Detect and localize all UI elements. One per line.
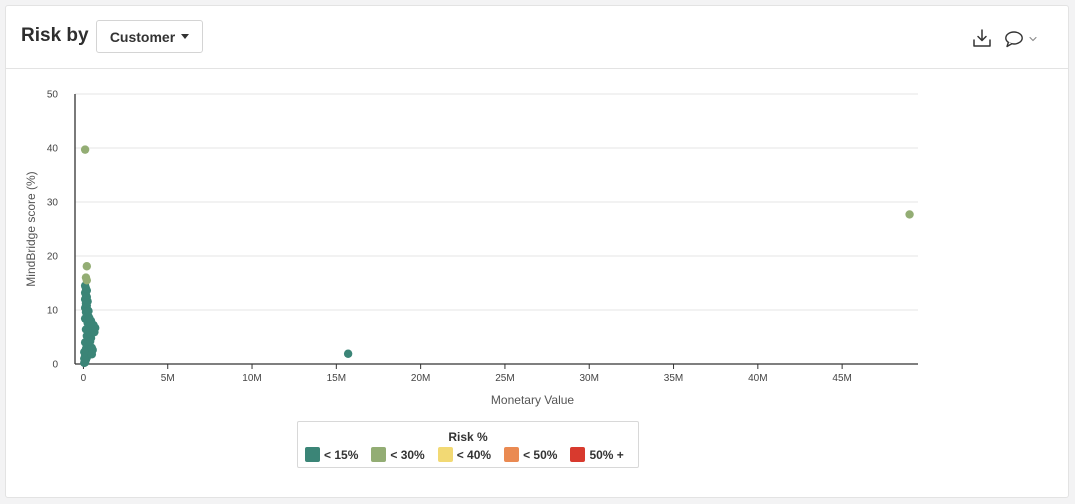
group-by-dropdown-label: Customer xyxy=(109,28,176,45)
legend-item[interactable]: < 15% xyxy=(305,447,358,462)
card-header: Risk by Customer xyxy=(6,6,1068,69)
scatter-point[interactable] xyxy=(84,306,93,316)
legend-swatch xyxy=(305,447,320,462)
scatter-point[interactable] xyxy=(85,313,94,323)
legend-item[interactable]: 50% + xyxy=(570,447,624,462)
scatter-point[interactable] xyxy=(343,349,353,358)
legend-label: < 30% xyxy=(390,447,425,462)
x-tick-label: 5M xyxy=(161,373,175,384)
chevron-down-icon[interactable] xyxy=(1028,35,1038,43)
legend-items: < 15% < 30% < 40% < 50% 50% + xyxy=(305,447,624,462)
x-tick-label: 45M xyxy=(832,373,851,384)
y-tick-label: 40 xyxy=(47,144,59,155)
scatter-point[interactable] xyxy=(87,350,97,359)
scatter-point[interactable] xyxy=(905,210,914,219)
legend-swatch xyxy=(570,447,586,462)
y-tick-label: 0 xyxy=(52,360,58,371)
grid-lines xyxy=(75,93,918,311)
risk-chart-card: Risk by Customer xyxy=(5,5,1069,498)
legend-title: Risk % xyxy=(448,430,488,444)
x-tick-label: 30M xyxy=(580,373,599,384)
x-axis-label: Monetary Value xyxy=(491,393,574,407)
x-tick-label: 40M xyxy=(748,373,767,384)
chart-title: Risk by xyxy=(21,25,89,46)
scatter-point[interactable] xyxy=(80,145,90,154)
data-points xyxy=(80,145,914,368)
scatter-point[interactable] xyxy=(80,347,89,357)
y-tick-label: 20 xyxy=(47,252,59,263)
chart-legend: Risk % < 15% < 30% < 40% < 50% 50% + xyxy=(297,421,639,468)
legend-item[interactable]: < 50% xyxy=(504,447,557,462)
x-tick-label: 15M xyxy=(327,373,346,384)
legend-item[interactable]: < 30% xyxy=(371,447,425,462)
x-tick-label: 10M xyxy=(242,373,261,384)
y-tick-label: 10 xyxy=(47,306,59,317)
caret-down-icon xyxy=(181,34,190,39)
legend-item[interactable]: < 40% xyxy=(437,447,492,462)
comment-icon[interactable] xyxy=(1004,30,1024,48)
legend-label: < 50% xyxy=(523,447,558,462)
tick-labels: 0 10 20 30 40 50 0 5M 10M 15M 20M 25M 30M 35M 40M 45M xyxy=(47,90,852,385)
x-tick-label: 0 xyxy=(81,373,87,384)
group-by-dropdown[interactable]: Customer xyxy=(96,20,203,53)
x-tick-label: 25M xyxy=(495,373,514,384)
x-tick-label: 20M xyxy=(411,373,430,384)
legend-label: < 15% xyxy=(324,447,359,462)
scatter-point[interactable] xyxy=(80,354,89,363)
scatter-point[interactable] xyxy=(85,337,95,346)
legend-swatch xyxy=(371,447,387,462)
download-icon[interactable] xyxy=(972,28,992,48)
y-axis-label: MindBridge score (%) xyxy=(24,171,38,286)
y-tick-label: 50 xyxy=(47,90,59,101)
scatter-point[interactable] xyxy=(82,276,92,285)
legend-swatch xyxy=(437,447,453,462)
x-tick-label: 35M xyxy=(664,373,683,384)
scatter-point[interactable] xyxy=(82,262,92,271)
y-tick-label: 30 xyxy=(47,198,59,209)
legend-label: 50% + xyxy=(589,447,624,462)
legend-swatch xyxy=(504,447,520,462)
legend-label: < 40% xyxy=(456,447,492,462)
axes xyxy=(74,94,918,369)
